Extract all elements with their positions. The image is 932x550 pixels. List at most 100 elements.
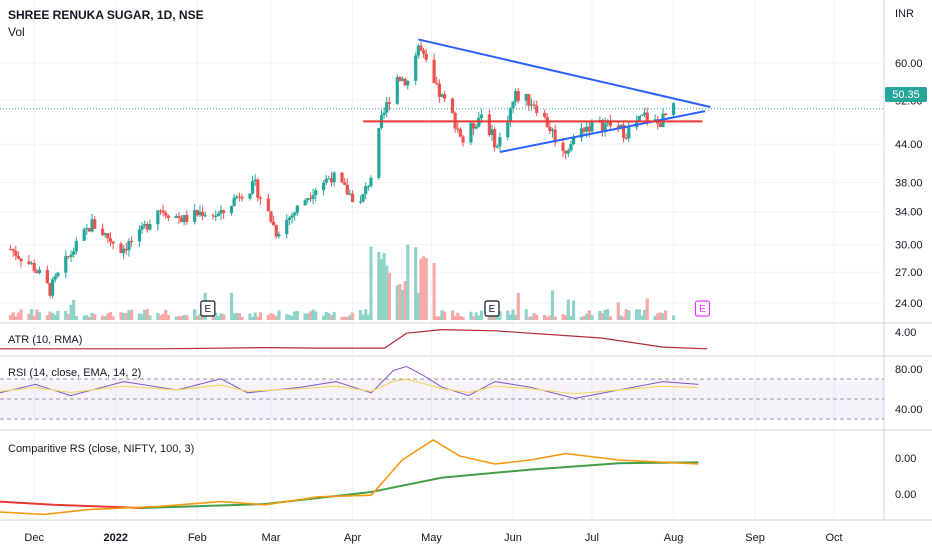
candle-body bbox=[637, 116, 641, 122]
candle-body bbox=[48, 282, 52, 296]
candle-body bbox=[45, 269, 49, 283]
candle-body bbox=[369, 177, 373, 187]
trendline-drawings[interactable] bbox=[0, 38, 884, 153]
candle-body bbox=[508, 108, 513, 122]
volume-bar bbox=[111, 316, 115, 320]
y-tick-label: 34.00 bbox=[895, 207, 923, 219]
volume-bar bbox=[514, 314, 518, 320]
earnings-marker-label: E bbox=[205, 304, 212, 315]
rsi-label[interactable]: RSI (14, close, EMA, 14, 2) bbox=[8, 367, 141, 379]
volume-bar bbox=[327, 312, 331, 320]
candle-body bbox=[253, 179, 257, 182]
volume-bar bbox=[48, 311, 52, 320]
volume-bar bbox=[624, 309, 628, 320]
volume-bar bbox=[458, 316, 463, 320]
volume-bar bbox=[101, 315, 105, 320]
volume-bar bbox=[543, 315, 547, 320]
candle-body bbox=[324, 178, 328, 183]
candle-body bbox=[161, 210, 165, 213]
volume-bar bbox=[182, 314, 186, 320]
volume-bar bbox=[366, 314, 370, 320]
volume-bar bbox=[272, 314, 276, 320]
candle-body bbox=[387, 102, 391, 104]
candle-body bbox=[293, 212, 297, 216]
volume-bar bbox=[419, 258, 423, 320]
volume-bar bbox=[219, 313, 223, 320]
volume-bar bbox=[661, 313, 665, 320]
earnings-marker-label: E bbox=[489, 304, 496, 315]
volume-bar bbox=[416, 292, 420, 320]
candle-body bbox=[671, 103, 676, 116]
candle-body bbox=[458, 129, 463, 137]
volume-bar bbox=[637, 309, 641, 320]
candle-body bbox=[385, 102, 389, 113]
candle-body bbox=[361, 194, 365, 202]
currency-label: INR bbox=[895, 8, 914, 20]
volume-bar bbox=[490, 315, 494, 320]
volume-bar bbox=[508, 314, 513, 320]
candle-body bbox=[195, 210, 199, 216]
volume-bar bbox=[256, 316, 260, 320]
candle-body bbox=[250, 181, 255, 194]
volume-bar bbox=[535, 315, 539, 320]
x-tick-label: Oct bbox=[825, 532, 842, 544]
candle-body bbox=[642, 112, 647, 115]
volume-bar bbox=[369, 246, 373, 320]
rsi-ma-line bbox=[0, 378, 699, 395]
candle-body bbox=[29, 263, 34, 265]
candle-body bbox=[432, 59, 436, 83]
volume-bar bbox=[122, 312, 126, 320]
volume-bar bbox=[72, 299, 76, 320]
volume-bar bbox=[516, 292, 520, 320]
volume-bar bbox=[348, 314, 352, 320]
volume-bar bbox=[658, 312, 662, 320]
crs-label[interactable]: Comparitive RS (close, NIFTY, 100, 3) bbox=[8, 443, 194, 455]
candle-body bbox=[435, 82, 439, 84]
volume-bar bbox=[358, 309, 363, 320]
indicator-panes bbox=[0, 328, 884, 516]
candle-body bbox=[345, 184, 349, 195]
volume-bar bbox=[608, 316, 612, 320]
candle-body bbox=[295, 205, 299, 213]
volume-bar bbox=[456, 312, 460, 320]
volume-bar bbox=[461, 316, 465, 320]
candle-body bbox=[66, 256, 71, 258]
volume-bar bbox=[253, 312, 257, 320]
volume-bar bbox=[598, 310, 602, 320]
volume-bar bbox=[222, 314, 226, 320]
volume-bar bbox=[571, 300, 576, 320]
volume-bar bbox=[140, 313, 144, 320]
candle-body bbox=[314, 190, 318, 196]
volume-bar bbox=[329, 315, 334, 320]
volume-bar bbox=[569, 315, 573, 320]
rs-line bbox=[0, 439, 699, 516]
volume-bar bbox=[51, 313, 55, 320]
volume-bar bbox=[364, 309, 368, 320]
candle-body bbox=[156, 210, 160, 225]
candle-body bbox=[158, 210, 163, 212]
candle-body bbox=[579, 128, 584, 138]
candle-body bbox=[85, 228, 89, 230]
volume-bar bbox=[579, 316, 584, 320]
volume-bar bbox=[287, 314, 292, 320]
candle-body bbox=[256, 179, 260, 198]
volume-bar bbox=[143, 309, 147, 320]
candle-body bbox=[222, 210, 226, 214]
volume-bar bbox=[324, 311, 328, 320]
candle-body bbox=[548, 126, 552, 132]
volume-bar bbox=[471, 316, 476, 320]
volume-bar bbox=[93, 314, 97, 320]
volume-bar bbox=[435, 316, 439, 320]
atr-label[interactable]: ATR (10, RMA) bbox=[8, 334, 82, 346]
volume-bar bbox=[216, 315, 220, 320]
candle-body bbox=[229, 205, 234, 214]
candle-body bbox=[182, 215, 186, 223]
crs-tick-upper: 0.00 bbox=[895, 453, 916, 465]
candle-body bbox=[569, 144, 573, 151]
rsi-tick-80: 80.00 bbox=[895, 364, 923, 376]
candle-body bbox=[437, 83, 441, 97]
volume-bar bbox=[619, 315, 623, 320]
volume-bar bbox=[345, 316, 349, 320]
